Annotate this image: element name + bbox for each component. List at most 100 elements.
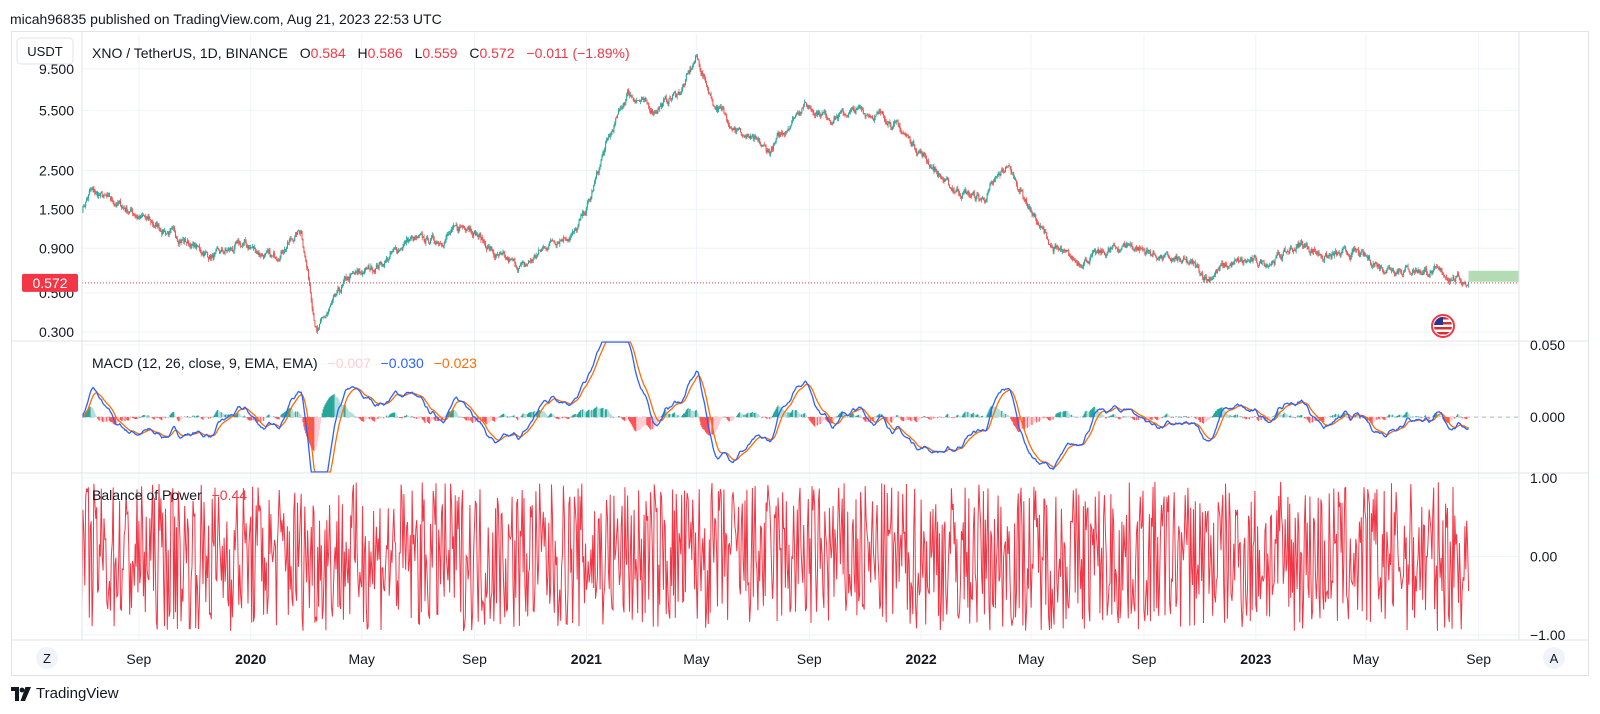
macd-hist-bar (528, 412, 531, 418)
macd-hist-bar (489, 417, 491, 422)
macd-hist-bar (887, 417, 889, 423)
macd-hist-bar (402, 417, 404, 419)
candle-body (355, 271, 357, 273)
macd-hist-bar (415, 417, 417, 419)
candle-body (794, 117, 796, 119)
candle-body (131, 208, 133, 211)
us-flag-icon[interactable] (1431, 314, 1455, 338)
candle-body (419, 234, 421, 236)
candle-body (1328, 255, 1330, 257)
currency-button[interactable]: USDT (16, 37, 74, 65)
macd-hist-bar (583, 411, 586, 418)
macd-hist-bar (483, 417, 485, 422)
macd-hist-bar (761, 417, 764, 418)
bop-axis[interactable]: 1.000.00−1.00 (1530, 470, 1566, 643)
macd-hist-bar (1198, 417, 1200, 421)
candle-body (240, 243, 242, 247)
candle-body (92, 188, 94, 190)
macd-hist-bar (352, 414, 355, 418)
macd-hist-bar (161, 417, 163, 421)
macd-hist-bar (845, 415, 847, 418)
candle-body (252, 246, 254, 249)
macd-hist-bar (748, 412, 750, 418)
candle-body (1061, 251, 1063, 252)
bop-pane[interactable] (81, 481, 1470, 632)
candle-body (363, 270, 365, 274)
macd-hist-bar (718, 417, 720, 424)
candle-body (832, 121, 834, 125)
macd-hist-bar (561, 417, 564, 419)
candle-body (815, 113, 817, 116)
macd-hist-bar (1244, 417, 1246, 419)
candle-body (454, 225, 456, 227)
macd-hist-bar (118, 417, 120, 421)
candle-body (110, 197, 112, 200)
candle-body (365, 267, 367, 270)
macd-hist-bar (129, 417, 131, 420)
macd-legend: MACD (12, 26, close, 9, EMA, EMA) −0.007… (92, 355, 477, 371)
macd-hist-bar (1074, 416, 1076, 418)
candle-body (113, 203, 115, 205)
macd-hist-bar (733, 417, 735, 419)
macd-hist-bar (195, 416, 197, 418)
macd-hist-bar (377, 417, 379, 419)
candle-body (1215, 271, 1217, 274)
macd-hist-bar (1345, 415, 1348, 418)
candle-body (239, 243, 241, 245)
macd-hist-bar (1043, 417, 1045, 419)
auto-scale-button[interactable]: A (1543, 647, 1565, 669)
candle-body (538, 250, 540, 255)
candle-body (1129, 244, 1131, 246)
close-label: C (469, 45, 479, 61)
candle-body (1037, 222, 1039, 224)
tradingview-logo[interactable]: TradingView (11, 685, 119, 702)
candle-body (263, 255, 265, 259)
macd-pane[interactable] (81, 341, 1519, 473)
macd-hist-bar (1196, 417, 1198, 419)
candle-body (1145, 253, 1147, 255)
macd-hist-bar (1040, 417, 1042, 420)
macd-hist-bar (898, 416, 900, 418)
candle-body (460, 227, 462, 228)
candle-body (1253, 256, 1255, 259)
macd-hist-bar (174, 413, 176, 418)
time-axis[interactable]: Sep 2020 May Sep 2021 May Sep 2022 May Sep 2023 May… (126, 651, 1491, 667)
candle-body (1366, 256, 1368, 258)
candle-body (1402, 273, 1404, 275)
macd-hist-bar (1334, 413, 1337, 418)
candle-body (617, 114, 619, 118)
macd-hist-bar (1031, 417, 1033, 425)
candle-body (640, 98, 642, 101)
candle-body (198, 246, 200, 250)
candle-body (809, 107, 811, 109)
candle-body (1194, 261, 1196, 268)
candle-body (1171, 258, 1173, 260)
macd-hist-bar (412, 417, 414, 418)
macd-hist-bar (591, 409, 593, 418)
candle-body (563, 237, 565, 239)
candle-body (862, 109, 864, 114)
candle-body (634, 101, 636, 103)
candle-body (166, 232, 168, 234)
price-pane[interactable] (82, 53, 1519, 335)
macd-hist-bar (1113, 414, 1115, 418)
candle-body (799, 112, 801, 114)
macd-hist-bar (539, 410, 542, 418)
candle-body (207, 252, 209, 257)
macd-hist-bar (1109, 416, 1111, 418)
macd-hist-bar (834, 417, 836, 419)
candle-body (612, 130, 614, 132)
candle-body (158, 224, 160, 229)
candle-body (1164, 254, 1166, 257)
candle-body (1142, 248, 1144, 250)
scroll-left-button[interactable]: Z (36, 647, 58, 669)
candle-body (1361, 250, 1363, 252)
candle-body (372, 269, 374, 272)
macd-hist-bar (604, 409, 606, 418)
macd-hist-bar (400, 417, 402, 419)
macd-hist-bar (1203, 417, 1206, 423)
macd-hist-bar (1427, 417, 1429, 419)
